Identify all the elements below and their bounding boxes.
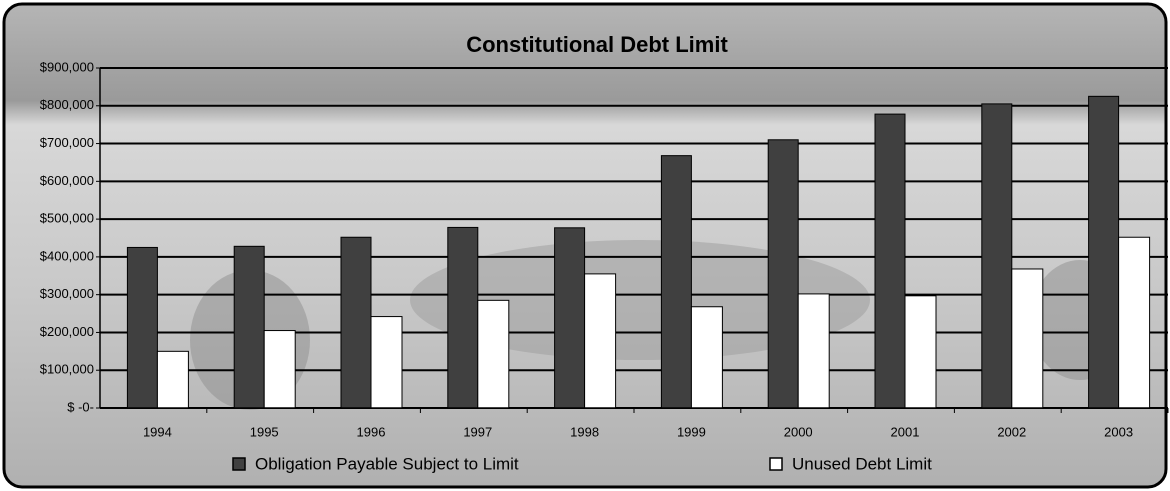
bar — [126, 246, 158, 409]
bar — [554, 227, 586, 409]
y-tick-label: $200,000 — [40, 324, 94, 339]
y-tick-label: $400,000 — [40, 248, 94, 263]
x-tick-label: 1995 — [250, 424, 279, 439]
bar — [767, 139, 799, 409]
y-tick-label: $700,000 — [40, 135, 94, 150]
y-tick-label: $ -0- — [67, 399, 94, 414]
x-tick-label: 1994 — [143, 424, 172, 439]
bar — [447, 226, 479, 409]
legend-label: Obligation Payable Subject to Limit — [255, 454, 519, 473]
bar — [584, 273, 617, 409]
y-tick-label: $600,000 — [40, 173, 94, 188]
bar — [690, 306, 723, 409]
x-tick-label: 2003 — [1104, 424, 1133, 439]
y-tick-label: $900,000 — [40, 59, 94, 74]
y-tick-label: $300,000 — [40, 286, 94, 301]
background-shape — [410, 240, 870, 360]
y-tick-label: $500,000 — [40, 211, 94, 226]
x-tick-label: 2002 — [997, 424, 1026, 439]
legend-swatch — [769, 457, 783, 471]
x-tick-label: 2000 — [784, 424, 813, 439]
bar — [904, 295, 937, 409]
x-tick-label: 1999 — [677, 424, 706, 439]
bar — [660, 155, 692, 409]
bar — [370, 316, 403, 409]
bar — [797, 293, 830, 409]
chart-title: Constitutional Debt Limit — [466, 32, 728, 57]
bar — [1011, 268, 1044, 409]
x-tick-label: 1998 — [570, 424, 599, 439]
legend-label: Unused Debt Limit — [792, 454, 932, 473]
bar — [874, 113, 906, 409]
x-tick-label: 1996 — [357, 424, 386, 439]
bar — [1118, 236, 1151, 409]
bar — [340, 236, 372, 409]
bar — [1088, 95, 1120, 409]
bar — [263, 330, 296, 409]
y-tick-label: $100,000 — [40, 362, 94, 377]
legend-swatch — [232, 457, 246, 471]
bar — [156, 350, 189, 409]
bar — [233, 245, 265, 409]
x-tick-label: 2001 — [891, 424, 920, 439]
y-tick-label: $800,000 — [40, 97, 94, 112]
x-tick-label: 1997 — [463, 424, 492, 439]
bar — [981, 103, 1013, 409]
bar — [477, 299, 510, 409]
